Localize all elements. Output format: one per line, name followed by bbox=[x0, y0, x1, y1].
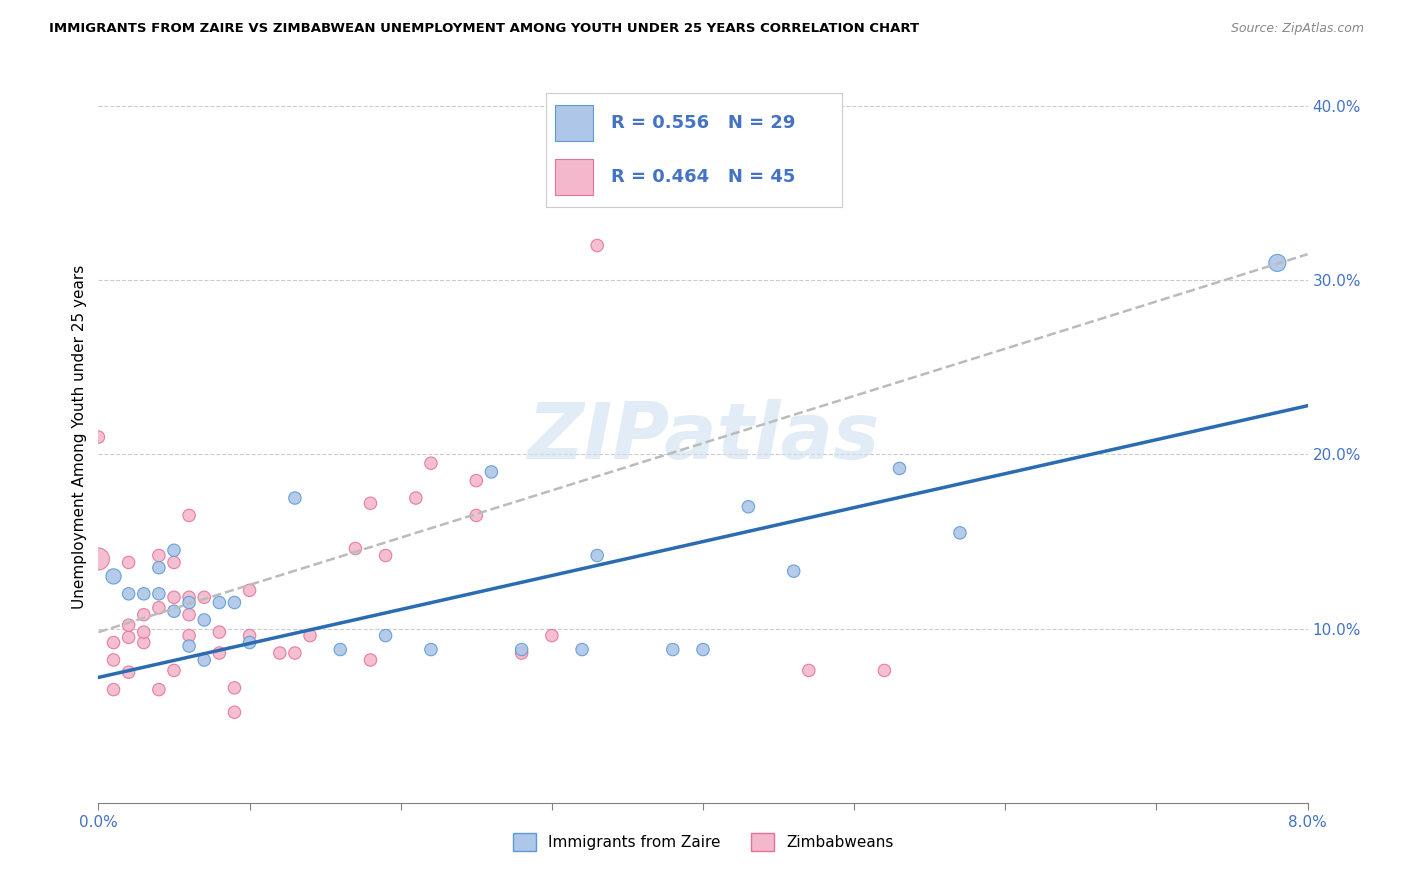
Point bbox=[87, 430, 110, 444]
Point bbox=[510, 646, 533, 660]
Point bbox=[163, 604, 186, 618]
Point bbox=[132, 607, 155, 622]
Legend: Immigrants from Zaire, Zimbabweans: Immigrants from Zaire, Zimbabweans bbox=[506, 827, 900, 857]
Point bbox=[132, 625, 155, 640]
Point bbox=[193, 591, 215, 605]
Point bbox=[586, 238, 609, 252]
Point bbox=[284, 646, 307, 660]
Point bbox=[737, 500, 759, 514]
Point bbox=[208, 646, 231, 660]
Point bbox=[148, 549, 170, 563]
Point bbox=[571, 642, 593, 657]
Point bbox=[103, 635, 125, 649]
Y-axis label: Unemployment Among Youth under 25 years: Unemployment Among Youth under 25 years bbox=[72, 265, 87, 609]
Point bbox=[179, 595, 201, 609]
Point bbox=[132, 587, 155, 601]
Point bbox=[692, 642, 714, 657]
Point bbox=[239, 635, 262, 649]
Point bbox=[193, 653, 215, 667]
Point bbox=[103, 653, 125, 667]
Point bbox=[179, 591, 201, 605]
Point bbox=[405, 491, 427, 505]
Text: IMMIGRANTS FROM ZAIRE VS ZIMBABWEAN UNEMPLOYMENT AMONG YOUTH UNDER 25 YEARS CORR: IMMIGRANTS FROM ZAIRE VS ZIMBABWEAN UNEM… bbox=[49, 22, 920, 36]
Point bbox=[586, 549, 609, 563]
Point bbox=[949, 525, 972, 540]
Point bbox=[118, 618, 141, 632]
Point bbox=[163, 591, 186, 605]
Point bbox=[208, 595, 231, 609]
Point bbox=[103, 569, 125, 583]
Point bbox=[661, 642, 683, 657]
Point bbox=[163, 543, 186, 558]
Point bbox=[420, 642, 443, 657]
Point bbox=[374, 629, 396, 643]
Point bbox=[118, 631, 141, 645]
Point bbox=[465, 474, 488, 488]
Text: Source: ZipAtlas.com: Source: ZipAtlas.com bbox=[1230, 22, 1364, 36]
Point bbox=[148, 587, 170, 601]
Point bbox=[239, 583, 262, 598]
Point bbox=[148, 560, 170, 574]
Point bbox=[148, 600, 170, 615]
Point bbox=[360, 496, 382, 510]
Point bbox=[481, 465, 503, 479]
Point bbox=[148, 682, 170, 697]
Point bbox=[465, 508, 488, 523]
Point bbox=[374, 549, 396, 563]
Point bbox=[224, 681, 246, 695]
Point bbox=[510, 642, 533, 657]
Point bbox=[208, 625, 231, 640]
Point bbox=[239, 629, 262, 643]
Point bbox=[224, 705, 246, 719]
Point bbox=[118, 587, 141, 601]
Point bbox=[360, 653, 382, 667]
Point bbox=[797, 664, 820, 678]
Point bbox=[132, 635, 155, 649]
Point bbox=[179, 607, 201, 622]
Point bbox=[420, 456, 443, 470]
Point bbox=[344, 541, 367, 556]
Point bbox=[873, 664, 896, 678]
Point bbox=[163, 664, 186, 678]
Point bbox=[118, 665, 141, 680]
Point bbox=[179, 508, 201, 523]
Point bbox=[179, 639, 201, 653]
Point bbox=[540, 629, 562, 643]
Point bbox=[284, 491, 307, 505]
Point bbox=[87, 552, 110, 566]
Point bbox=[1267, 256, 1289, 270]
Point bbox=[163, 556, 186, 570]
Point bbox=[118, 556, 141, 570]
Text: ZIPatlas: ZIPatlas bbox=[527, 399, 879, 475]
Point bbox=[103, 682, 125, 697]
Point bbox=[269, 646, 291, 660]
Point bbox=[179, 629, 201, 643]
Point bbox=[783, 564, 806, 578]
Point bbox=[299, 629, 322, 643]
Point bbox=[193, 613, 215, 627]
Point bbox=[224, 595, 246, 609]
Point bbox=[889, 461, 911, 475]
Point bbox=[329, 642, 352, 657]
